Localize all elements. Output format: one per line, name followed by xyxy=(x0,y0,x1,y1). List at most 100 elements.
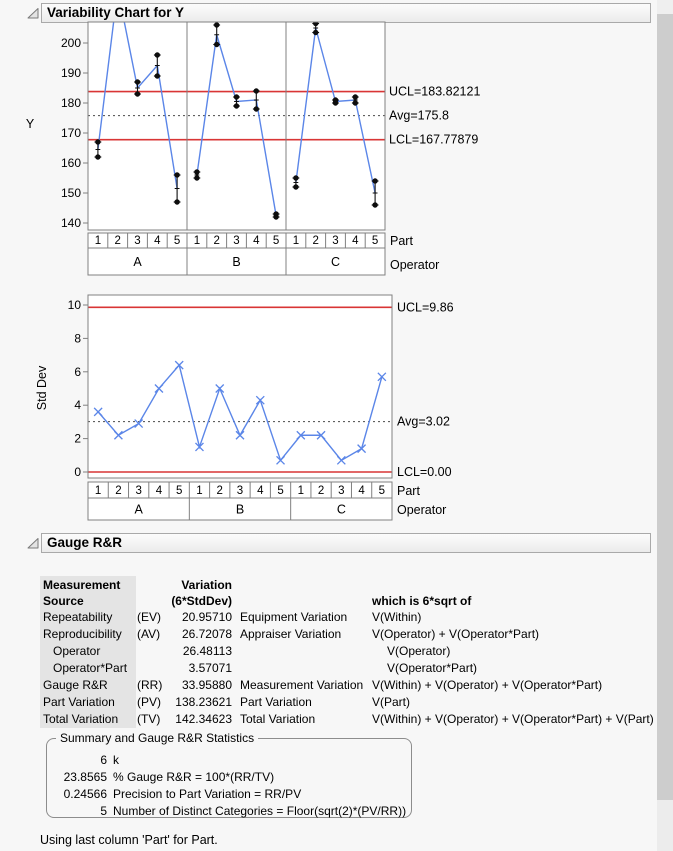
part-tick-label: 5 xyxy=(372,235,378,247)
part-tick-label: 4 xyxy=(253,235,260,247)
section-title: Variability Chart for Y xyxy=(47,5,185,20)
stddev-marker[interactable] xyxy=(296,430,306,440)
summary-box-legend: Summary and Gauge R&R Statistics xyxy=(56,731,259,746)
rr-row-abbr xyxy=(136,660,167,677)
summary-label: % Gauge R&R = 100*(RR/TV) xyxy=(113,770,275,784)
y-tick-label: 0 xyxy=(74,465,81,479)
measurement-point[interactable] xyxy=(95,154,101,160)
measurement-point[interactable] xyxy=(194,175,200,181)
measurement-point[interactable] xyxy=(174,199,180,205)
rr-row-abbr: (TV) xyxy=(137,712,161,726)
y-tick-label: 8 xyxy=(74,331,81,345)
measurement-point[interactable] xyxy=(293,175,299,181)
part-tick-label: 4 xyxy=(257,485,264,497)
col-header-sqrt-of: which is 6*sqrt of xyxy=(372,594,472,608)
measurement-point[interactable] xyxy=(95,139,101,145)
stddev-marker[interactable] xyxy=(154,384,164,393)
rr-row-abbr: (EV) xyxy=(137,610,161,624)
measurement-point[interactable] xyxy=(293,184,299,190)
summary-rows: 6 k 23.8565% Gauge R&R = 100*(RR/TV) 0.2456… xyxy=(47,752,411,820)
variability-chart-stddev[interactable]: 0 2 4 6 8 10 Std Dev UCL=9.86 Avg=3.02 LCL=0.00 1 2… xyxy=(0,288,660,528)
rr-row-formula: V(Part) xyxy=(372,695,411,709)
rr-row-variation: 138.23621 xyxy=(175,695,232,709)
part-tick-label: 4 xyxy=(358,485,365,497)
variability-chart-y[interactable]: 140 150 160 170 180 190 200 Y UCL=183.82121 Avg=1… xyxy=(0,20,660,286)
part-tick-label: 1 xyxy=(293,235,299,247)
stddev-marker[interactable] xyxy=(215,384,225,393)
col-header-variation: Variation (6*StdDev) xyxy=(171,578,232,608)
measurement-point[interactable] xyxy=(233,94,240,100)
stddev-marker[interactable] xyxy=(195,442,204,452)
scrollbar-bottom-area xyxy=(657,800,673,851)
stddev-marker[interactable] xyxy=(276,455,285,465)
rr-row-formula: V(Within) xyxy=(372,610,422,624)
rr-row-desc: Appraiser Variation xyxy=(240,627,342,641)
stddev-marker[interactable] xyxy=(336,455,346,465)
part-tick-label: 2 xyxy=(114,235,120,247)
stddev-marker[interactable] xyxy=(134,419,144,429)
rr-row-abbr xyxy=(136,643,167,660)
measurement-point[interactable] xyxy=(332,97,339,103)
y-tick-label: 190 xyxy=(61,66,81,80)
measurement-point[interactable] xyxy=(273,211,279,217)
scrollbar-track[interactable] xyxy=(657,0,673,851)
measurement-point[interactable] xyxy=(214,22,220,28)
measurement-point[interactable] xyxy=(154,73,160,79)
measurement-point[interactable] xyxy=(194,169,200,175)
measurement-point[interactable] xyxy=(134,91,141,97)
measurement-point[interactable] xyxy=(372,202,378,208)
measurement-point[interactable] xyxy=(214,41,220,48)
operator-label: B xyxy=(236,503,244,517)
rr-row-formula: V(Operator) xyxy=(387,644,451,658)
operator-label: B xyxy=(232,255,240,269)
section-header-gauge-rr[interactable]: Gauge R&R xyxy=(41,533,651,553)
summary-row: 0.24566 Precision to Part Variation = RR/… xyxy=(47,786,411,803)
measurement-point[interactable] xyxy=(134,79,141,85)
summary-value: 6 xyxy=(100,753,107,767)
y-tick-label: 170 xyxy=(61,126,81,140)
stddev-marker[interactable] xyxy=(93,407,103,417)
measurement-point[interactable] xyxy=(253,88,259,94)
measurement-point[interactable] xyxy=(352,94,358,100)
part-tick-label: 3 xyxy=(233,235,239,247)
lcl-label: LCL=0.00 xyxy=(397,465,452,479)
scrollbar-button-up[interactable] xyxy=(657,0,673,14)
disclosure-triangle-icon[interactable] xyxy=(26,6,40,20)
operator-label: A xyxy=(134,503,143,517)
y-tick-label: 140 xyxy=(61,216,81,230)
rr-row-source: Operator xyxy=(40,643,136,660)
operator-axis-row xyxy=(87,497,393,521)
rr-row-source: Repeatability xyxy=(40,609,136,626)
measurement-point[interactable] xyxy=(313,29,319,36)
part-tick-label: 1 xyxy=(298,485,304,497)
operator-label: C xyxy=(337,503,346,517)
y-tick-label: 180 xyxy=(61,96,81,110)
rr-row-abbr: (PV) xyxy=(137,695,161,709)
measurement-point[interactable] xyxy=(154,52,160,58)
stddev-marker[interactable] xyxy=(357,444,367,454)
rr-row-formula: V(Operator*Part) xyxy=(387,661,478,675)
part-tick-label: 3 xyxy=(338,485,344,497)
part-tick-label: 5 xyxy=(277,485,283,497)
stddev-marker[interactable] xyxy=(255,395,265,405)
summary-row: 23.8565 % Gauge R&R = 100*(RR/TV) xyxy=(47,769,411,786)
rr-row-desc: Measurement Variation xyxy=(240,678,364,692)
stddev-marker[interactable] xyxy=(235,430,245,440)
rr-row-formula: V(Operator) + V(Operator*Part) xyxy=(372,627,540,641)
measurement-point[interactable] xyxy=(174,172,180,178)
disclosure-triangle-icon[interactable] xyxy=(26,536,40,550)
rr-row-desc: Part Variation xyxy=(240,695,312,709)
stddev-marker[interactable] xyxy=(174,360,184,370)
measurement-point[interactable] xyxy=(253,106,259,112)
lcl-label: LCL=167.77879 xyxy=(389,133,478,147)
stddev-marker[interactable] xyxy=(316,430,326,440)
summary-label: k xyxy=(113,753,119,767)
measurement-point[interactable] xyxy=(352,100,358,106)
rr-row-variation: 33.95880 xyxy=(181,678,232,692)
measurement-point[interactable] xyxy=(313,21,319,27)
measurement-point[interactable] xyxy=(233,103,240,109)
stddev-marker[interactable] xyxy=(113,430,123,440)
stddev-marker[interactable] xyxy=(377,372,387,382)
measurement-point[interactable] xyxy=(372,178,378,184)
